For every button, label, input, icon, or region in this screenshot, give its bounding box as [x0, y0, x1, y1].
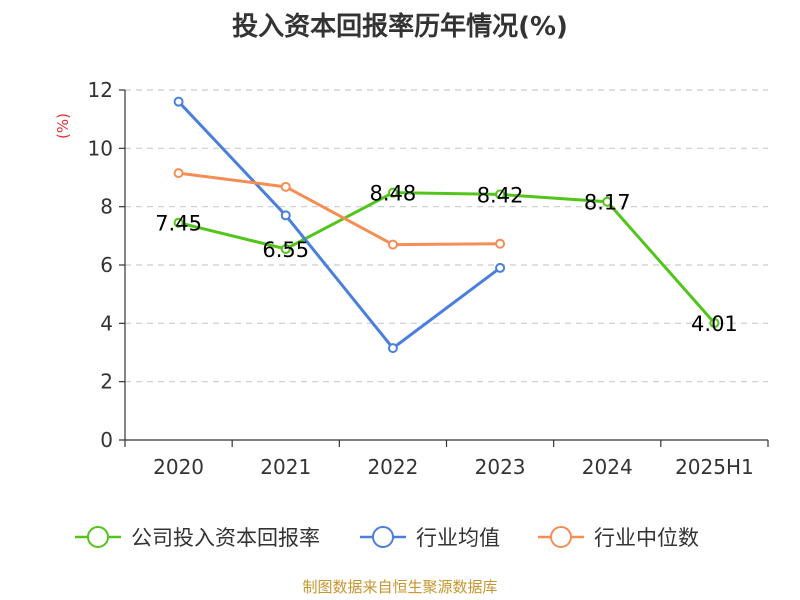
y-tick-label: 2 [100, 370, 113, 394]
data-point [280, 210, 291, 221]
legend-label-1: 行业均值 [416, 526, 500, 550]
data-point [173, 96, 184, 107]
y-tick-label: 12 [88, 78, 113, 102]
data-point [387, 239, 398, 250]
y-axis-unit-label: (%) [54, 113, 72, 139]
data-point [709, 318, 720, 329]
data-point [602, 196, 613, 207]
series-lines [173, 96, 720, 354]
data-label: 8.48 [370, 182, 417, 206]
data-point [495, 262, 506, 273]
data-label: 6.55 [262, 238, 309, 262]
y-tick-label: 10 [88, 136, 113, 160]
y-tick-label: 6 [100, 253, 113, 277]
series-line-0 [178, 191, 716, 325]
axes: 0 2 4 6 8 10 12 2020 2021 2022 2023 2024 2025H1 [88, 78, 769, 479]
y-tick-label: 8 [100, 195, 113, 219]
legend-marker-0 [87, 526, 109, 548]
data-point [280, 181, 291, 192]
data-label: 8.42 [477, 183, 524, 207]
data-label: 8.17 [584, 191, 631, 215]
x-tick-label: 2022 [367, 455, 418, 479]
data-label: 7.45 [155, 212, 202, 236]
legend-marker-1 [372, 526, 394, 548]
grid-lines [125, 89, 768, 383]
data-point [173, 217, 184, 228]
data-labels: 7.45 6.55 8.48 8.42 8.17 4.01 [155, 182, 738, 336]
source-note: 制图数据来自恒生聚源数据库 [302, 578, 498, 596]
data-point [387, 187, 398, 198]
x-tick-label: 2020 [153, 455, 204, 479]
data-point [495, 189, 506, 200]
legend-label-0: 公司投入资本回报率 [131, 526, 320, 550]
data-label: 4.01 [691, 312, 738, 336]
series-line-1 [177, 100, 501, 350]
legend-label-2: 行业中位数 [594, 526, 699, 550]
data-point [173, 168, 184, 179]
x-tick-label: 2024 [582, 455, 633, 479]
series-line-2 [178, 171, 501, 247]
y-tick-label: 0 [100, 428, 113, 452]
chart-title: 投入资本回报率历年情况(%) [232, 12, 568, 42]
legend-marker-2 [550, 526, 572, 548]
x-tick-label: 2021 [260, 455, 311, 479]
y-tick-label: 4 [100, 311, 113, 335]
data-point [387, 343, 398, 354]
legend: 公司投入资本回报率 行业均值 行业中位数 [75, 526, 699, 550]
data-point [280, 243, 291, 254]
x-tick-label: 2023 [475, 455, 526, 479]
x-tick-label: 2025H1 [675, 455, 754, 479]
data-point [495, 238, 506, 249]
